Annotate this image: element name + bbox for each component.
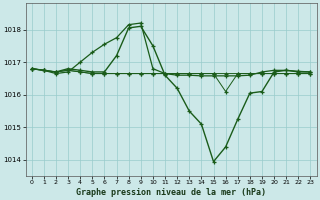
X-axis label: Graphe pression niveau de la mer (hPa): Graphe pression niveau de la mer (hPa) [76,188,266,197]
